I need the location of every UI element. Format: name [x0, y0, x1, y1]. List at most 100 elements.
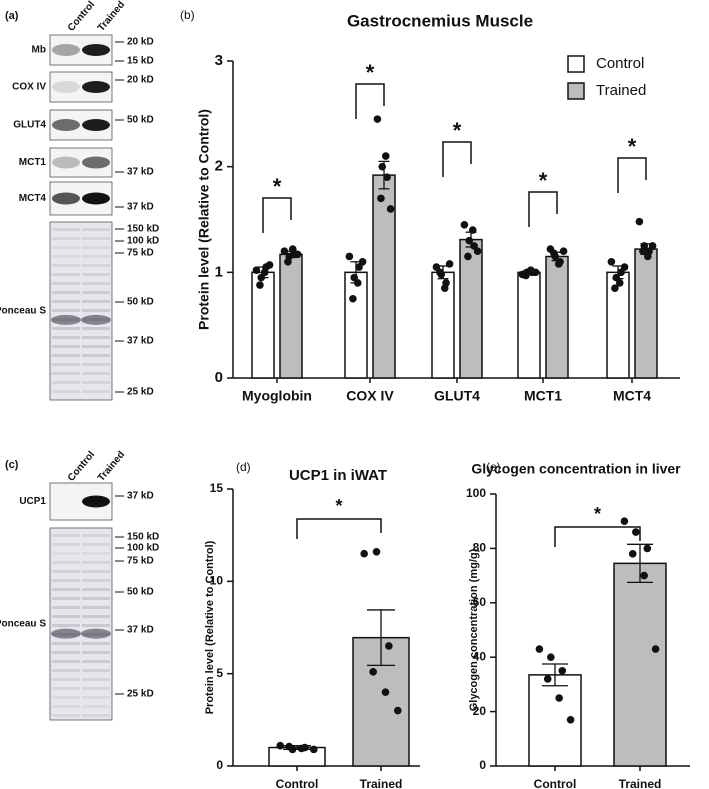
- bar: [459, 238, 483, 379]
- protein-band: [52, 192, 80, 205]
- marker-label: 15 kD: [127, 56, 154, 67]
- data-point: [555, 694, 563, 702]
- data-point: [378, 162, 387, 171]
- marker-label: 50 kD: [127, 587, 154, 598]
- ponceau-band: [82, 309, 110, 312]
- ponceau-band: [52, 552, 80, 555]
- row-label: Mb: [32, 45, 46, 56]
- data-point: [385, 642, 393, 650]
- ponceau-band: [82, 570, 110, 573]
- significance-label: *: [335, 496, 342, 516]
- marker-label: 100 kD: [127, 236, 159, 247]
- ponceau-band: [52, 381, 80, 384]
- data-point: [288, 245, 297, 253]
- ponceau-band: [52, 606, 80, 609]
- marker-label: 150 kD: [127, 224, 159, 235]
- ponceau-band: [52, 336, 80, 339]
- ponceau-band: [52, 687, 80, 690]
- x-tick-label: Myoglobin: [242, 388, 312, 404]
- ponceau-band: [82, 345, 110, 348]
- data-point: [559, 247, 568, 255]
- significance-label: *: [628, 134, 637, 159]
- blot-frame: [49, 221, 113, 401]
- row-label: Ponceau S: [0, 306, 46, 317]
- bar: [545, 255, 569, 379]
- x-tick-label: MCT4: [613, 388, 651, 404]
- data-point: [543, 675, 552, 683]
- data-point: [615, 279, 624, 287]
- data-point: [345, 252, 354, 261]
- marker-label: 50 kD: [127, 297, 154, 308]
- x-tick-label: COX IV: [346, 388, 394, 404]
- bar: [251, 271, 275, 379]
- data-point: [620, 517, 629, 525]
- data-point: [372, 547, 381, 556]
- ponceau-band: [82, 363, 110, 366]
- ponceau-band: [82, 246, 110, 249]
- data-point: [440, 284, 449, 292]
- y-tick-label: 100: [466, 486, 486, 500]
- marker-label: 25 kD: [127, 387, 154, 398]
- bar: [279, 253, 303, 379]
- significance-bracket: [554, 526, 641, 547]
- data-point: [358, 257, 367, 266]
- protein-band: [82, 119, 110, 131]
- ponceau-band: [82, 327, 110, 330]
- x-tick-label: MCT1: [524, 388, 562, 404]
- ponceau-band: [82, 642, 110, 645]
- data-point: [445, 260, 454, 268]
- ponceau-band: [82, 705, 110, 708]
- ponceau-band: [81, 628, 111, 639]
- ponceau-band: [52, 543, 80, 546]
- x-tick-label: Control: [276, 777, 319, 789]
- significance-label: *: [539, 168, 548, 193]
- ponceau-band: [82, 687, 110, 690]
- ponceau-band: [52, 642, 80, 645]
- ponceau-band: [52, 363, 80, 366]
- chart-title: UCP1 in iWAT: [289, 467, 387, 484]
- data-point: [566, 715, 575, 724]
- data-point: [381, 688, 390, 696]
- ponceau-band: [52, 282, 80, 285]
- ponceau-band: [82, 237, 110, 240]
- row-label: UCP1: [19, 496, 46, 507]
- bar: [344, 271, 368, 379]
- y-tick-label: 3: [215, 52, 223, 69]
- data-point: [280, 247, 289, 255]
- significance-bracket: [617, 157, 647, 193]
- data-point: [297, 744, 306, 753]
- ponceau-band: [52, 579, 80, 582]
- panel-label: (b): [180, 8, 195, 22]
- data-point: [651, 645, 660, 653]
- ponceau-band: [82, 336, 110, 339]
- ponceau-band: [51, 628, 81, 639]
- data-point: [353, 279, 362, 287]
- protein-band: [82, 156, 110, 169]
- y-tick-label: 20: [473, 704, 487, 718]
- y-axis-label: Protein level (Relative to Control): [196, 109, 212, 330]
- ponceau-band: [82, 669, 110, 672]
- data-point: [381, 152, 390, 160]
- ponceau-band: [52, 255, 80, 258]
- x-tick-label: GLUT4: [434, 388, 480, 404]
- significance-bracket: [262, 197, 292, 233]
- ponceau-band: [52, 264, 80, 267]
- ponceau-band: [82, 228, 110, 231]
- y-tick-label: 0: [216, 758, 223, 772]
- ponceau-band: [52, 273, 80, 276]
- ponceau-band: [52, 660, 80, 663]
- y-tick-label: 5: [216, 666, 223, 680]
- ponceau-band: [82, 579, 110, 582]
- marker-label: 37 kD: [127, 167, 154, 178]
- data-point: [628, 550, 637, 558]
- ponceau-band: [52, 345, 80, 348]
- data-point: [460, 220, 469, 229]
- ponceau-band: [82, 354, 110, 357]
- data-point: [464, 252, 472, 261]
- data-point: [522, 271, 530, 280]
- ponceau-band: [82, 651, 110, 654]
- ponceau-band: [52, 309, 80, 312]
- ponceau-band: [82, 606, 110, 609]
- ponceau-band: [52, 705, 80, 708]
- significance-label: *: [594, 504, 601, 524]
